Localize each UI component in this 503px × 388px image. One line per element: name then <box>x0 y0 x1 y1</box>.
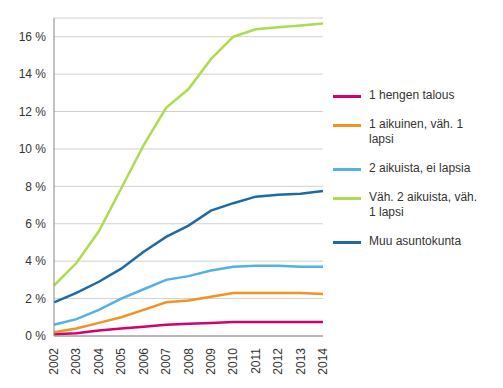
svg-text:2006: 2006 <box>137 348 151 375</box>
svg-text:2012: 2012 <box>271 348 285 375</box>
svg-text:2 %: 2 % <box>25 292 46 306</box>
svg-text:2013: 2013 <box>294 348 308 375</box>
svg-text:2011: 2011 <box>249 348 263 374</box>
svg-text:2009: 2009 <box>204 348 218 375</box>
svg-text:2014: 2014 <box>316 348 330 375</box>
svg-text:14 %: 14 % <box>19 67 47 81</box>
svg-text:8 %: 8 % <box>25 180 46 194</box>
svg-text:2010: 2010 <box>226 348 240 375</box>
html-text:1 hengen talous: 1 hengen talous <box>369 88 455 102</box>
svg-text:2003: 2003 <box>69 348 83 375</box>
html-text:Muu asuntokunta: Muu asuntokunta <box>369 234 462 248</box>
svg-text:2002: 2002 <box>47 348 61 375</box>
svg-text:12 %: 12 % <box>19 105 47 119</box>
svg-text:6 %: 6 % <box>25 217 46 231</box>
svg-text:2005: 2005 <box>114 348 128 375</box>
svg-text:16 %: 16 % <box>19 30 47 44</box>
svg-text:4 %: 4 % <box>25 254 46 268</box>
html-text:2 aikuista, ei lapsia: 2 aikuista, ei lapsia <box>369 161 471 175</box>
html-text:Väh. 2 aikuista, väh. 1 lapsi: Väh. 2 aikuista, väh. 1 lapsi <box>369 190 478 219</box>
svg-text:2008: 2008 <box>182 348 196 375</box>
svg-text:0 %: 0 % <box>25 329 46 343</box>
svg-text:2007: 2007 <box>159 348 173 375</box>
svg-text:10 %: 10 % <box>19 142 47 156</box>
svg-text:2004: 2004 <box>92 348 106 375</box>
html-text:1 aikuinen, väh. 1 lapsi: 1 aikuinen, väh. 1 lapsi <box>369 117 464 146</box>
